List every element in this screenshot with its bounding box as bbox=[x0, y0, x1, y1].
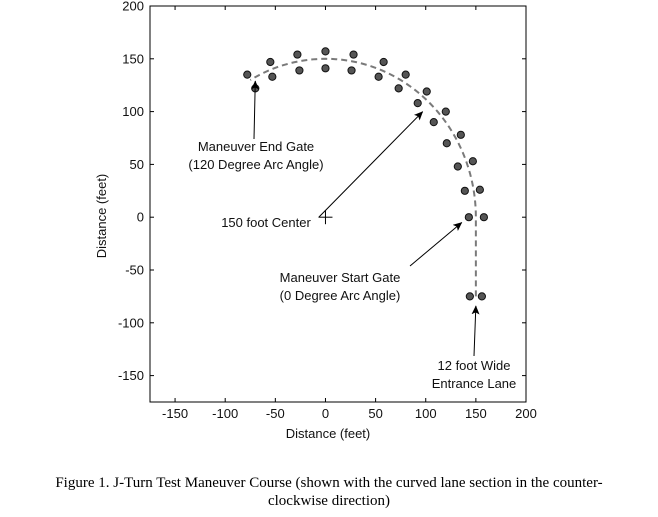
caption-line-2: clockwise direction) bbox=[267, 493, 391, 509]
cone-marker bbox=[321, 47, 330, 56]
y-tick-label: -150 bbox=[118, 368, 144, 383]
annotation-arrow bbox=[318, 111, 424, 218]
x-tick-label: 0 bbox=[322, 406, 329, 421]
annotation-arrow bbox=[251, 80, 260, 140]
x-axis-title: Distance (feet) bbox=[286, 426, 371, 441]
x-tick-label: -100 bbox=[212, 406, 238, 421]
annotation-label: Maneuver Start Gate bbox=[280, 270, 401, 285]
cone-marker bbox=[456, 130, 465, 139]
y-tick-label: 50 bbox=[130, 157, 144, 172]
cone-marker bbox=[347, 66, 356, 75]
y-tick-label: 0 bbox=[137, 210, 144, 225]
cone-marker bbox=[374, 72, 383, 81]
y-tick-label: -50 bbox=[125, 263, 144, 278]
cone-marker bbox=[349, 50, 358, 59]
cone-marker bbox=[422, 87, 431, 96]
x-tick-label: -50 bbox=[266, 406, 285, 421]
annotation-label: (120 Degree Arc Angle) bbox=[188, 157, 323, 172]
annotation-label: Entrance Lane bbox=[432, 376, 517, 391]
cone-marker bbox=[379, 57, 388, 67]
lane-centerline bbox=[249, 57, 477, 297]
cone-marker bbox=[413, 99, 422, 108]
caption-line-1: Figure 1. J-Turn Test Maneuver Course (s… bbox=[55, 475, 603, 491]
cone-marker bbox=[295, 66, 304, 75]
cone-marker bbox=[243, 70, 252, 79]
annotation-arrow bbox=[471, 305, 480, 357]
annotation-label: 150 foot Center bbox=[221, 215, 311, 230]
annotation-label: Maneuver End Gate bbox=[198, 139, 314, 154]
y-tick-label: 200 bbox=[122, 0, 144, 14]
figure-caption: Figure 1. J-Turn Test Maneuver Course (s… bbox=[0, 474, 658, 510]
annotation-label: (0 Degree Arc Angle) bbox=[280, 288, 401, 303]
annotation-arrow bbox=[409, 222, 463, 267]
cone-marker bbox=[479, 213, 488, 222]
x-tick-label: -150 bbox=[162, 406, 188, 421]
cone-marker bbox=[394, 84, 403, 93]
cone-marker bbox=[321, 64, 330, 73]
j-turn-chart: -150 -100 -50 0 50 100 150 200 -150 -100 -50 0 50 100… bbox=[94, 0, 537, 441]
x-tick-label: 100 bbox=[415, 406, 437, 421]
cone-marker bbox=[268, 72, 277, 81]
cone-marker bbox=[475, 185, 484, 194]
cone-marker bbox=[468, 157, 477, 166]
annotation-label: 12 foot Wide bbox=[438, 358, 511, 373]
y-axis-title: Distance (feet) bbox=[94, 174, 109, 259]
cone-marker bbox=[460, 186, 469, 195]
x-tick-label: 150 bbox=[465, 406, 487, 421]
y-tick-label: 150 bbox=[122, 51, 144, 66]
cone-marker bbox=[465, 292, 474, 301]
cone-marker bbox=[293, 50, 302, 59]
cone-marker bbox=[464, 213, 473, 222]
cone-marker bbox=[401, 70, 410, 79]
x-tick-label: 50 bbox=[368, 406, 382, 421]
cone-marker bbox=[453, 162, 462, 171]
x-tick-label: 200 bbox=[515, 406, 537, 421]
cone-marker bbox=[442, 139, 451, 148]
y-tick-label: -100 bbox=[118, 315, 144, 330]
cone-marker bbox=[477, 292, 486, 301]
cone-marker bbox=[429, 118, 438, 127]
cone-marker bbox=[441, 107, 450, 116]
plot-frame bbox=[149, 5, 527, 403]
cone-marker bbox=[266, 57, 275, 67]
y-tick-label: 100 bbox=[122, 104, 144, 119]
